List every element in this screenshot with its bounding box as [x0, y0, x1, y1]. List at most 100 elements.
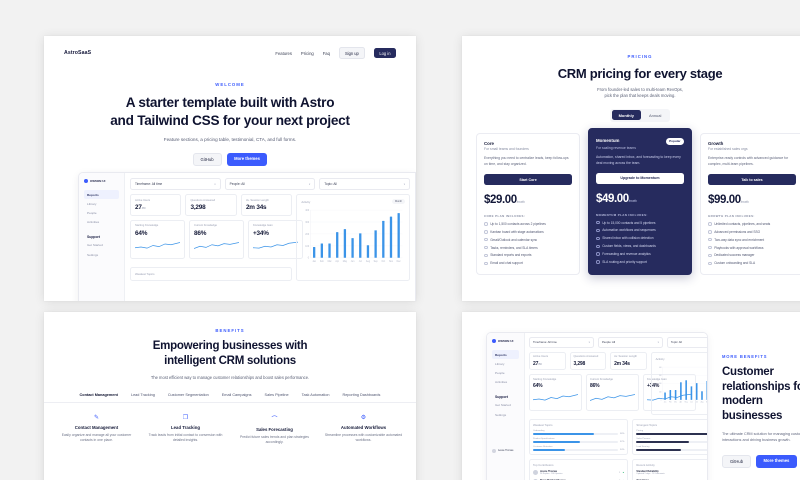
activity-chart-card: Activity Month 0100200300400JanFebMarApr…: [650, 351, 708, 416]
stat-label: Active Users: [135, 198, 151, 202]
check-circle-icon: [708, 253, 712, 258]
brand-logo[interactable]: AstroSaaS: [64, 50, 92, 56]
tab-task-automation[interactable]: Task Automation: [301, 392, 330, 397]
pricing-subtitle-line1: From founder-led sales to multi-team Rev…: [597, 87, 683, 92]
benefits-title-line2: intelligent CRM solutions: [164, 354, 296, 367]
filter-people[interactable]: People: All ▾: [224, 178, 316, 190]
plan-tagline: For small teams and founders: [484, 147, 529, 152]
github-button[interactable]: GitHub: [192, 152, 222, 167]
toggle-monthly[interactable]: Monthly: [611, 110, 641, 121]
plan-feature: Standard reports and exports: [484, 253, 572, 257]
svg-text:Aug: Aug: [366, 260, 371, 263]
avatar: [492, 449, 496, 454]
plan-cta-button[interactable]: Start Core: [484, 174, 572, 186]
stat-label: Questions Answered: [573, 355, 599, 359]
stat-value: 86%: [590, 383, 600, 390]
filter-timeframe[interactable]: Timeframe: All time ▾: [529, 337, 594, 348]
weakest-topics-title: Weakest Topics: [135, 272, 155, 276]
list-item[interactable]: Jessie Thomas 24 Replies · 180 Upvotes 1…: [533, 470, 624, 476]
dashboard-nav-people[interactable]: People: [495, 370, 505, 375]
dashboard-grid: Active Users 27/80 Questions Answered 3,…: [130, 194, 410, 281]
stat-value: 27/80: [533, 360, 542, 367]
check-circle-icon: [708, 237, 712, 242]
dashboard-user[interactable]: Jessie Thomas: [492, 449, 519, 454]
filter-people[interactable]: People: All ▾: [597, 337, 663, 348]
dashboard-nav-reports[interactable]: Reports: [84, 190, 119, 200]
dashboard-nav-reports[interactable]: Reports: [492, 350, 519, 360]
benefits-header: BENEFITS Empowering businesses with inte…: [44, 312, 416, 380]
list-item-score: 1: [619, 471, 621, 474]
list-item[interactable]: Standard Reliability Updated 2 days · 18…: [636, 470, 707, 476]
dashboard-grid: Active Users 27/80 Questions Answered 3,…: [529, 351, 708, 416]
billing-period-toggle[interactable]: Monthly Annual: [610, 108, 670, 122]
nav-link-faq[interactable]: Faq: [322, 50, 330, 56]
sparkline-chart: [193, 241, 240, 249]
plan-features-heading: MOMENTUM PLAN INCLUDES:: [596, 212, 648, 217]
benefit-card-title: Sales Forecasting: [256, 426, 293, 432]
filter-topic[interactable]: Topic: All ▾: [666, 337, 707, 348]
progress-value: 34%: [620, 449, 625, 452]
tab-sales-pipeline[interactable]: Sales Pipeline: [264, 392, 289, 397]
filter-timeframe-label: Timeframe: All time: [533, 340, 557, 345]
nav-link-pricing[interactable]: Pricing: [300, 50, 314, 56]
tab-email-campaigns[interactable]: Email Campaigns: [221, 392, 252, 397]
chart-range-pill[interactable]: Month: [392, 199, 405, 205]
filter-timeframe[interactable]: Timeframe: All time ▾: [130, 178, 221, 190]
list-item[interactable]: Thom Mailland Reeves 18 Replies · 142 Up…: [533, 479, 624, 480]
svg-text:Dec: Dec: [397, 261, 402, 263]
dashboard-nav-settings[interactable]: Settings: [87, 252, 99, 257]
pricing-eyebrow: PRICING: [627, 54, 653, 59]
tab-reporting-dashboards[interactable]: Reporting Dashboards: [342, 392, 381, 397]
filter-people-label: People: All: [601, 340, 616, 345]
signup-button[interactable]: Sign up: [338, 47, 365, 59]
svg-text:Feb: Feb: [669, 402, 672, 404]
dashboard-nav-get-started[interactable]: Get Started: [495, 403, 511, 408]
stat-label: Current Knowledge: [590, 377, 614, 381]
svg-text:Aug: Aug: [700, 401, 703, 404]
more-buttons: GitHub More themes: [722, 454, 800, 468]
stats-row-2: Starting Knowledge 64% Current Knowledge…: [529, 374, 696, 411]
plan-cta-button[interactable]: Talk to sales: [708, 174, 796, 186]
progress-label: Pricing: [636, 430, 644, 433]
plan-cta-button[interactable]: Upgrade to Momentum: [596, 172, 684, 184]
plan-feature: Two-way data sync and enrichment: [708, 238, 796, 242]
more-themes-button[interactable]: More themes: [226, 152, 268, 167]
more-title-line3: modern businesses: [722, 395, 783, 423]
svg-text:Sep: Sep: [706, 402, 708, 404]
chevron-down-icon: ▾: [403, 182, 406, 186]
hero-eyebrow: WELCOME: [215, 82, 245, 87]
dashboard-nav-settings[interactable]: Settings: [495, 412, 507, 417]
plan-tagline: For scaling revenue teams: [596, 146, 636, 151]
list-item[interactable]: Task Flows Updated 4 days · 9 Comments 2…: [636, 479, 707, 480]
plan-feature: Kanban board with stage automations: [484, 230, 572, 234]
toggle-annual[interactable]: Annual: [648, 112, 662, 118]
check-circle-icon: [708, 261, 712, 266]
tab-lead-tracking[interactable]: Lead Tracking: [130, 392, 155, 397]
login-button[interactable]: Log in: [373, 47, 396, 59]
github-button[interactable]: GitHub: [722, 454, 752, 468]
recent-activity-title: Recent Activity: [636, 463, 655, 468]
progress-row: Onboarding 58%: [533, 430, 624, 435]
dashboard-nav-library[interactable]: Library: [87, 201, 97, 206]
pricing-card-header: Momentum Popular: [596, 137, 684, 145]
check-circle-icon: [596, 244, 600, 249]
benefit-card-desc: Streamline processes with customizable a…: [324, 433, 403, 443]
hero-subtitle: Feature sections, a pricing table, testi…: [163, 136, 297, 142]
tab-customer-segmentation[interactable]: Customer Segmentation: [167, 392, 209, 397]
dashboard-nav-people[interactable]: People: [87, 210, 97, 215]
dashboard-nav-get-started[interactable]: Get Started: [87, 243, 103, 248]
more-benefits-layout: OSBON UI Reports Library People Activiti…: [462, 312, 800, 480]
dashboard-nav-activities[interactable]: Activities: [495, 380, 508, 385]
svg-text:400: 400: [306, 210, 311, 212]
stat-card: Av. Session Length 2m 34s: [240, 194, 293, 216]
dashboard-nav-library[interactable]: Library: [495, 361, 505, 366]
progress-label: Onboarding: [533, 430, 545, 433]
tab-contact-management[interactable]: Contact Management: [79, 392, 118, 397]
svg-text:Apr: Apr: [336, 260, 340, 263]
hero-panel: AstroSaaS Features Pricing Faq Sign up L…: [44, 36, 416, 301]
more-themes-button[interactable]: More themes: [756, 454, 797, 468]
dashboard-nav-activities[interactable]: Activities: [87, 220, 100, 225]
filter-topic[interactable]: Topic: All ▾: [319, 178, 411, 190]
nav-link-features[interactable]: Features: [275, 50, 292, 56]
